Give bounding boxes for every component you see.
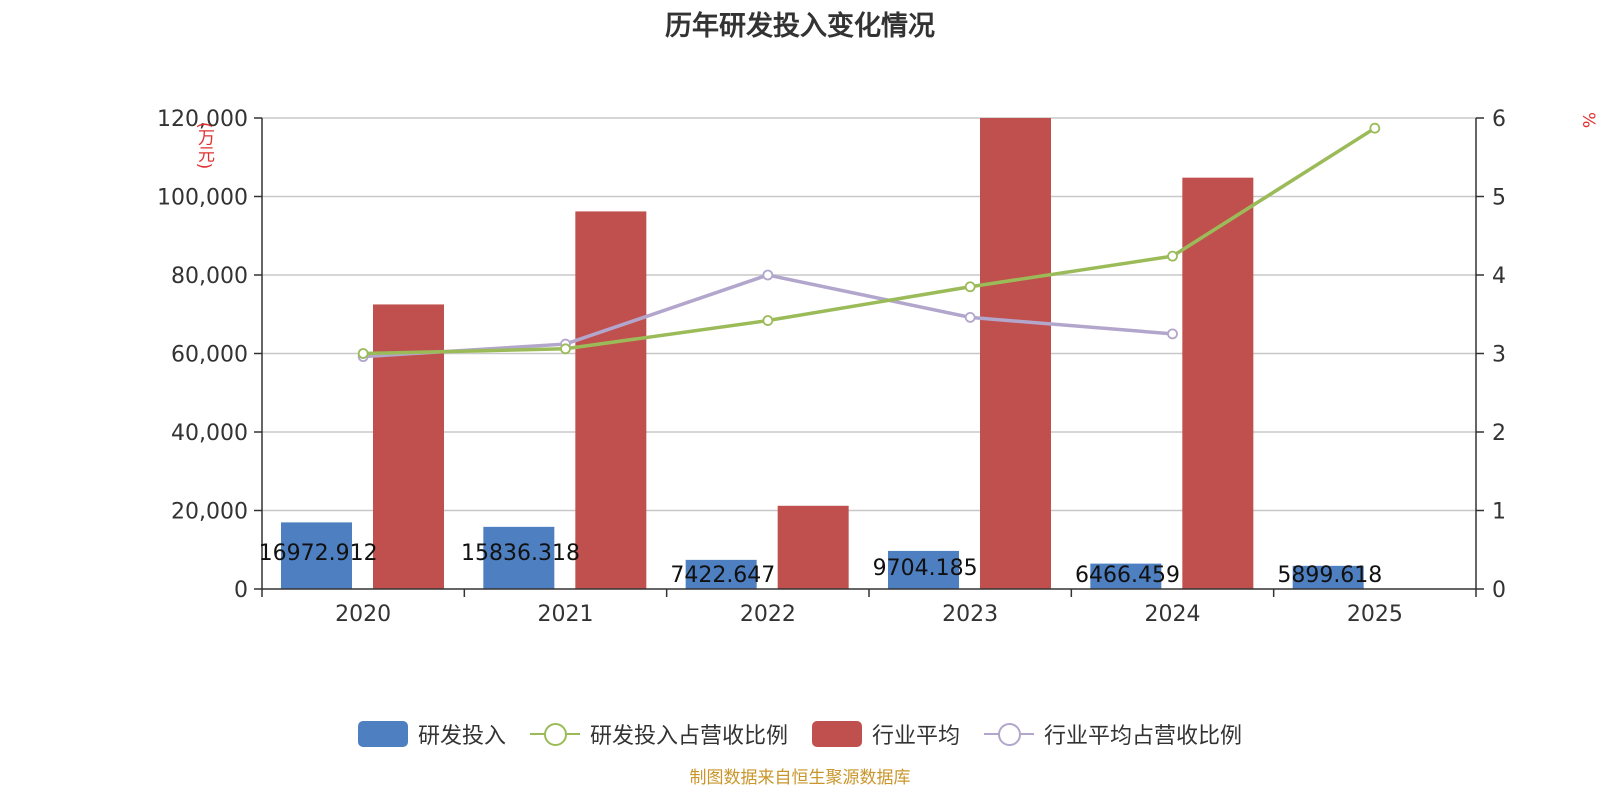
data-label-rd-2025: 5899.618 bbox=[1277, 563, 1382, 588]
y-right-tick-label: 2 bbox=[1492, 421, 1506, 446]
chart-title: 历年研发投入变化情况 bbox=[665, 11, 935, 42]
legend: 研发投入 研发投入占营收比例 行业平均 行业平均占营收比例 bbox=[0, 718, 1600, 750]
point-rd-ratio bbox=[560, 343, 571, 355]
x-tick-label-2022: 2022 bbox=[740, 602, 796, 627]
y-left-axis-label: (万元) bbox=[194, 122, 214, 170]
y-left-tick-label: 80,000 bbox=[171, 264, 248, 289]
data-label-rd-2021: 15836.318 bbox=[461, 541, 580, 566]
data-source-note: 制图数据来自恒生聚源数据库 bbox=[689, 768, 911, 788]
data-label-rd-2020: 16972.912 bbox=[259, 541, 378, 566]
bar-industry-2021 bbox=[575, 211, 647, 590]
y-right-tick-label: 3 bbox=[1492, 343, 1506, 368]
legend-swatch-rd-ratio bbox=[529, 721, 580, 747]
legend-label-rd-ratio: 研发投入占营收比例 bbox=[589, 724, 788, 749]
bar-rd-2025 bbox=[1292, 565, 1364, 589]
legend-label-industry-ratio: 行业平均占营收比例 bbox=[1044, 724, 1243, 749]
legend-swatch-industry-ratio bbox=[984, 721, 1035, 747]
point-rd-ratio bbox=[1167, 250, 1178, 262]
point-rd-ratio bbox=[964, 281, 976, 293]
y-right-axis-label: % bbox=[1578, 112, 1598, 129]
x-tick-label-2023: 2023 bbox=[942, 602, 998, 627]
bar-rd-2023 bbox=[888, 550, 959, 589]
legend-label-industry: 行业平均 bbox=[872, 724, 961, 749]
point-industry-ratio bbox=[1167, 328, 1178, 340]
data-label-rd-2024: 6466.459 bbox=[1075, 563, 1180, 588]
point-industry-ratio bbox=[964, 311, 976, 323]
point-industry-ratio bbox=[762, 269, 774, 281]
legend-item-industry[interactable]: 行业平均 bbox=[812, 718, 960, 750]
legend-swatch-industry bbox=[812, 721, 862, 747]
bar-industry-2022 bbox=[777, 505, 849, 589]
x-tick-label-2025: 2025 bbox=[1347, 602, 1403, 627]
bar-industry-2020 bbox=[373, 304, 444, 589]
bar-rd-2022 bbox=[685, 559, 757, 589]
data-label-rd-2023: 9704.185 bbox=[873, 556, 978, 581]
x-tick-label-2020: 2020 bbox=[335, 602, 391, 627]
chart-plot: 0 20,000 40,000 60,000 80,000 100,000 120,000 0… bbox=[157, 107, 1506, 627]
bar-industry-2023 bbox=[980, 118, 1051, 589]
x-tick-label-2021: 2021 bbox=[538, 602, 594, 627]
y-left-tick-label: 0 bbox=[234, 578, 248, 603]
legend-item-industry-ratio[interactable]: 行业平均占营收比例 bbox=[984, 718, 1242, 750]
y-right-tick-label: 4 bbox=[1492, 264, 1506, 289]
bar-rd-2020 bbox=[281, 522, 352, 589]
legend-item-rd[interactable]: 研发投入 bbox=[357, 718, 506, 750]
x-tick-label-2024: 2024 bbox=[1145, 602, 1201, 627]
legend-swatch-rd bbox=[357, 721, 408, 747]
bar-industry-2024 bbox=[1182, 177, 1254, 589]
legend-label-rd: 研发投入 bbox=[417, 724, 506, 749]
data-label-rd-2022: 7422.647 bbox=[670, 563, 775, 588]
y-left-tick-label: 40,000 bbox=[171, 421, 248, 446]
y-left-tick-label: 20,000 bbox=[171, 500, 248, 525]
y-left-tick-label: 60,000 bbox=[171, 343, 248, 368]
legend-item-rd-ratio[interactable]: 研发投入占营收比例 bbox=[529, 718, 788, 750]
y-right-tick-label: 1 bbox=[1492, 500, 1506, 525]
point-rd-ratio bbox=[762, 315, 774, 326]
bar-rd-2021 bbox=[483, 526, 555, 589]
y-left-tick-label: 120,000 bbox=[157, 107, 248, 132]
point-rd-ratio bbox=[1369, 122, 1381, 134]
y-right-tick-label: 6 bbox=[1492, 107, 1506, 132]
y-right-tick-label: 5 bbox=[1492, 186, 1506, 211]
y-left-tick-label: 100,000 bbox=[157, 186, 248, 211]
line-rd-ratio bbox=[363, 126, 1376, 356]
point-rd-ratio bbox=[357, 348, 369, 359]
y-right-tick-label: 0 bbox=[1492, 578, 1506, 603]
bar-rd-2024 bbox=[1090, 563, 1162, 589]
